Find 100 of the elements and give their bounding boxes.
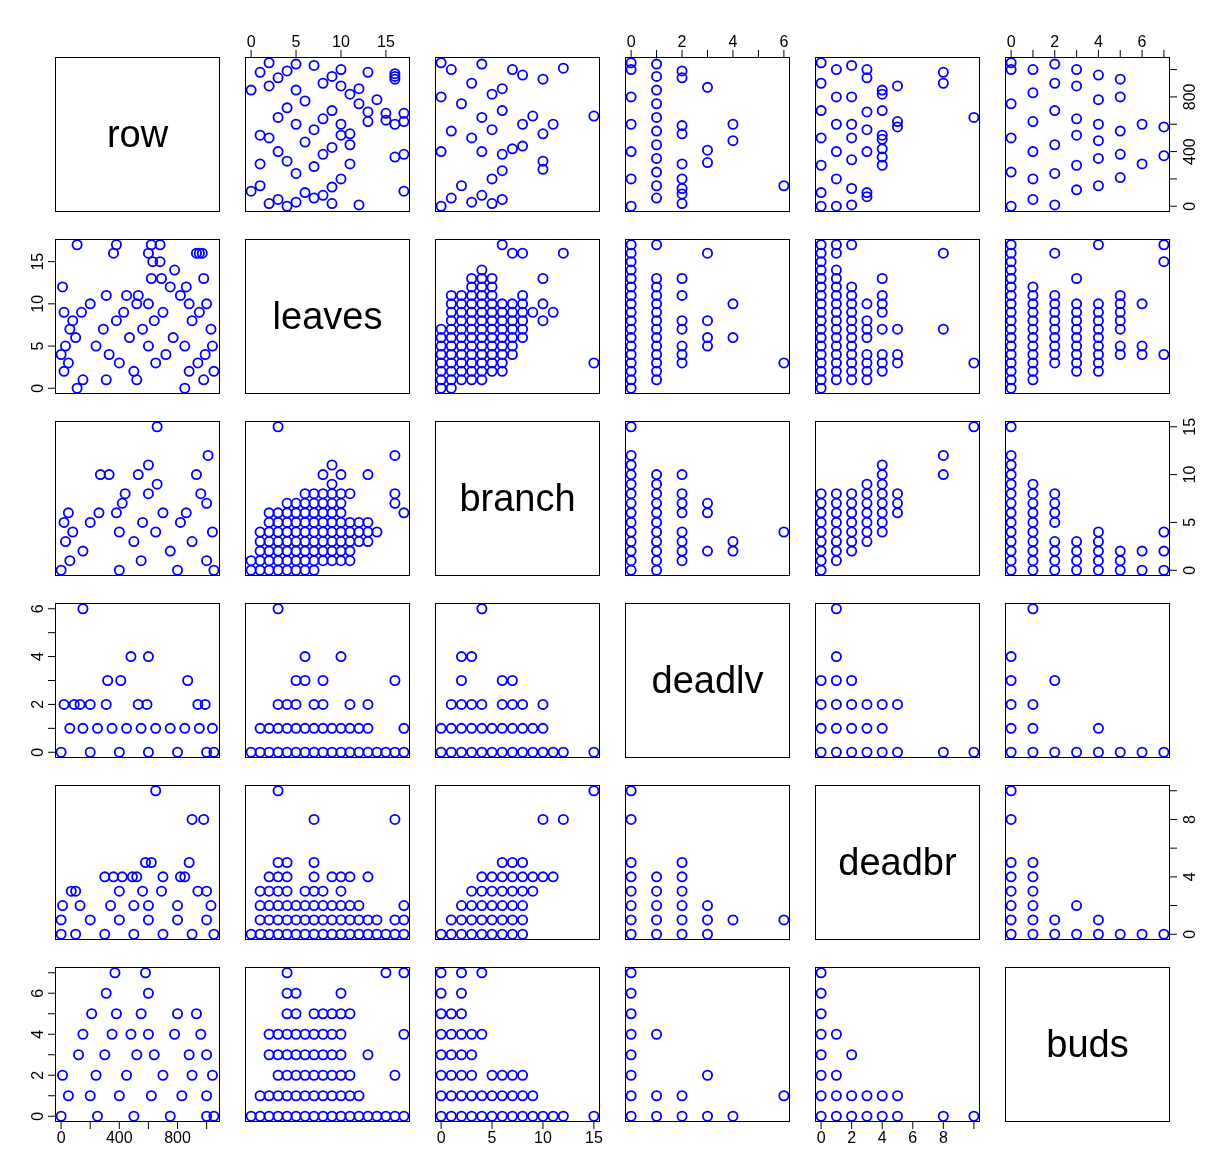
point	[476, 967, 488, 979]
point	[830, 516, 842, 528]
point	[676, 120, 688, 132]
point	[968, 1110, 980, 1122]
point	[625, 256, 637, 268]
point	[1092, 526, 1104, 538]
point	[105, 900, 117, 912]
point	[727, 1110, 739, 1122]
point	[702, 332, 713, 344]
point	[1049, 555, 1061, 567]
point	[398, 746, 410, 758]
point	[815, 1090, 827, 1102]
point	[861, 507, 873, 519]
point	[445, 1008, 457, 1020]
x-tick-label: 8	[938, 1129, 948, 1147]
point	[892, 746, 903, 758]
point	[107, 871, 119, 883]
point	[150, 526, 162, 538]
point	[151, 478, 163, 490]
point	[1005, 545, 1017, 557]
point	[308, 722, 320, 734]
point	[1092, 118, 1104, 130]
point	[625, 91, 637, 103]
point	[1005, 675, 1017, 686]
point	[676, 315, 688, 327]
point	[466, 928, 478, 940]
point	[142, 1028, 154, 1040]
point	[830, 118, 842, 130]
point	[116, 871, 128, 883]
point	[172, 564, 184, 576]
point	[815, 132, 827, 144]
point	[142, 651, 154, 663]
point	[1049, 545, 1061, 557]
point	[1092, 555, 1104, 567]
point	[517, 1090, 529, 1102]
point	[537, 871, 549, 883]
point	[1092, 928, 1104, 940]
point	[435, 91, 447, 103]
point	[198, 813, 210, 825]
point	[455, 675, 467, 686]
point	[676, 65, 688, 77]
point	[815, 698, 827, 710]
point	[62, 507, 74, 519]
point	[466, 746, 478, 758]
point	[815, 507, 827, 519]
x-tick-label: 4	[877, 1129, 887, 1147]
x-tick-label: 0	[816, 1129, 826, 1147]
point	[128, 536, 140, 548]
point	[651, 315, 663, 327]
point	[588, 785, 600, 797]
point	[435, 1008, 447, 1020]
point	[651, 98, 663, 110]
point	[362, 722, 374, 734]
point	[625, 1090, 637, 1102]
point	[651, 871, 663, 883]
point	[486, 900, 498, 912]
point	[1005, 478, 1017, 490]
point	[476, 900, 488, 912]
point	[892, 121, 903, 133]
point	[625, 1008, 637, 1020]
point	[1027, 193, 1039, 205]
point	[1092, 722, 1104, 734]
point	[1049, 536, 1061, 548]
point	[557, 62, 569, 74]
point	[113, 746, 125, 758]
point	[517, 1110, 529, 1122]
y-tick-label: 10	[1181, 465, 1198, 484]
point	[1005, 928, 1017, 940]
point	[317, 746, 329, 758]
point	[455, 746, 467, 758]
point	[651, 526, 663, 538]
point	[830, 1069, 842, 1081]
point	[625, 1028, 637, 1040]
point	[135, 1008, 147, 1020]
point	[1027, 885, 1039, 897]
point	[651, 239, 663, 251]
point	[1071, 129, 1083, 141]
point	[830, 1110, 842, 1122]
point	[830, 536, 842, 548]
point	[169, 1028, 181, 1040]
point	[506, 928, 518, 940]
point	[86, 1008, 98, 1020]
point	[1071, 80, 1083, 92]
point	[1005, 516, 1017, 528]
point	[651, 139, 663, 151]
point	[201, 914, 213, 926]
point	[676, 555, 688, 567]
point	[830, 1028, 842, 1040]
point	[1092, 152, 1104, 164]
point	[1049, 199, 1061, 211]
point	[676, 900, 688, 912]
point	[1027, 545, 1039, 557]
point	[137, 516, 149, 528]
point	[547, 1110, 559, 1122]
point	[455, 1049, 467, 1061]
point	[1005, 526, 1017, 538]
point	[172, 914, 184, 926]
point	[140, 857, 151, 868]
point	[651, 306, 663, 318]
point	[344, 746, 356, 758]
